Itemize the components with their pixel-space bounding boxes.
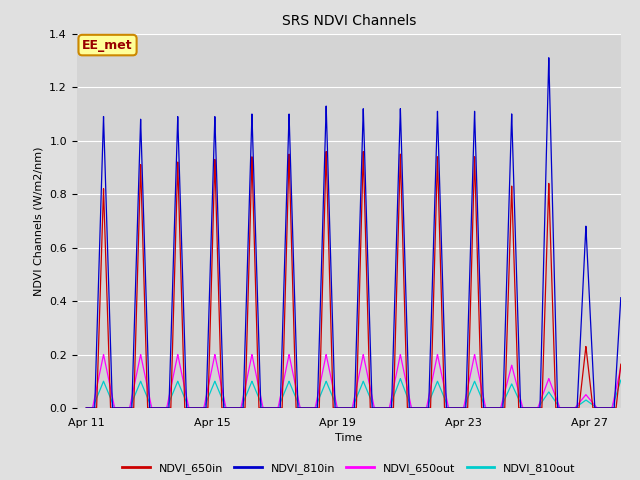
Title: SRS NDVI Channels: SRS NDVI Channels bbox=[282, 14, 416, 28]
Legend: NDVI_650in, NDVI_810in, NDVI_650out, NDVI_810out: NDVI_650in, NDVI_810in, NDVI_650out, NDV… bbox=[118, 458, 580, 478]
Text: EE_met: EE_met bbox=[82, 38, 133, 51]
X-axis label: Time: Time bbox=[335, 433, 362, 443]
Y-axis label: NDVI Channels (W/m2/nm): NDVI Channels (W/m2/nm) bbox=[34, 146, 44, 296]
